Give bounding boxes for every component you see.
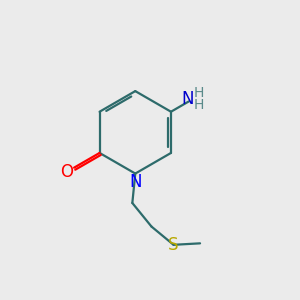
Text: H: H: [194, 86, 204, 100]
Text: H: H: [194, 98, 204, 112]
Text: N: N: [129, 173, 142, 191]
Text: S: S: [168, 236, 179, 254]
Text: O: O: [60, 163, 74, 181]
Text: N: N: [181, 90, 194, 108]
